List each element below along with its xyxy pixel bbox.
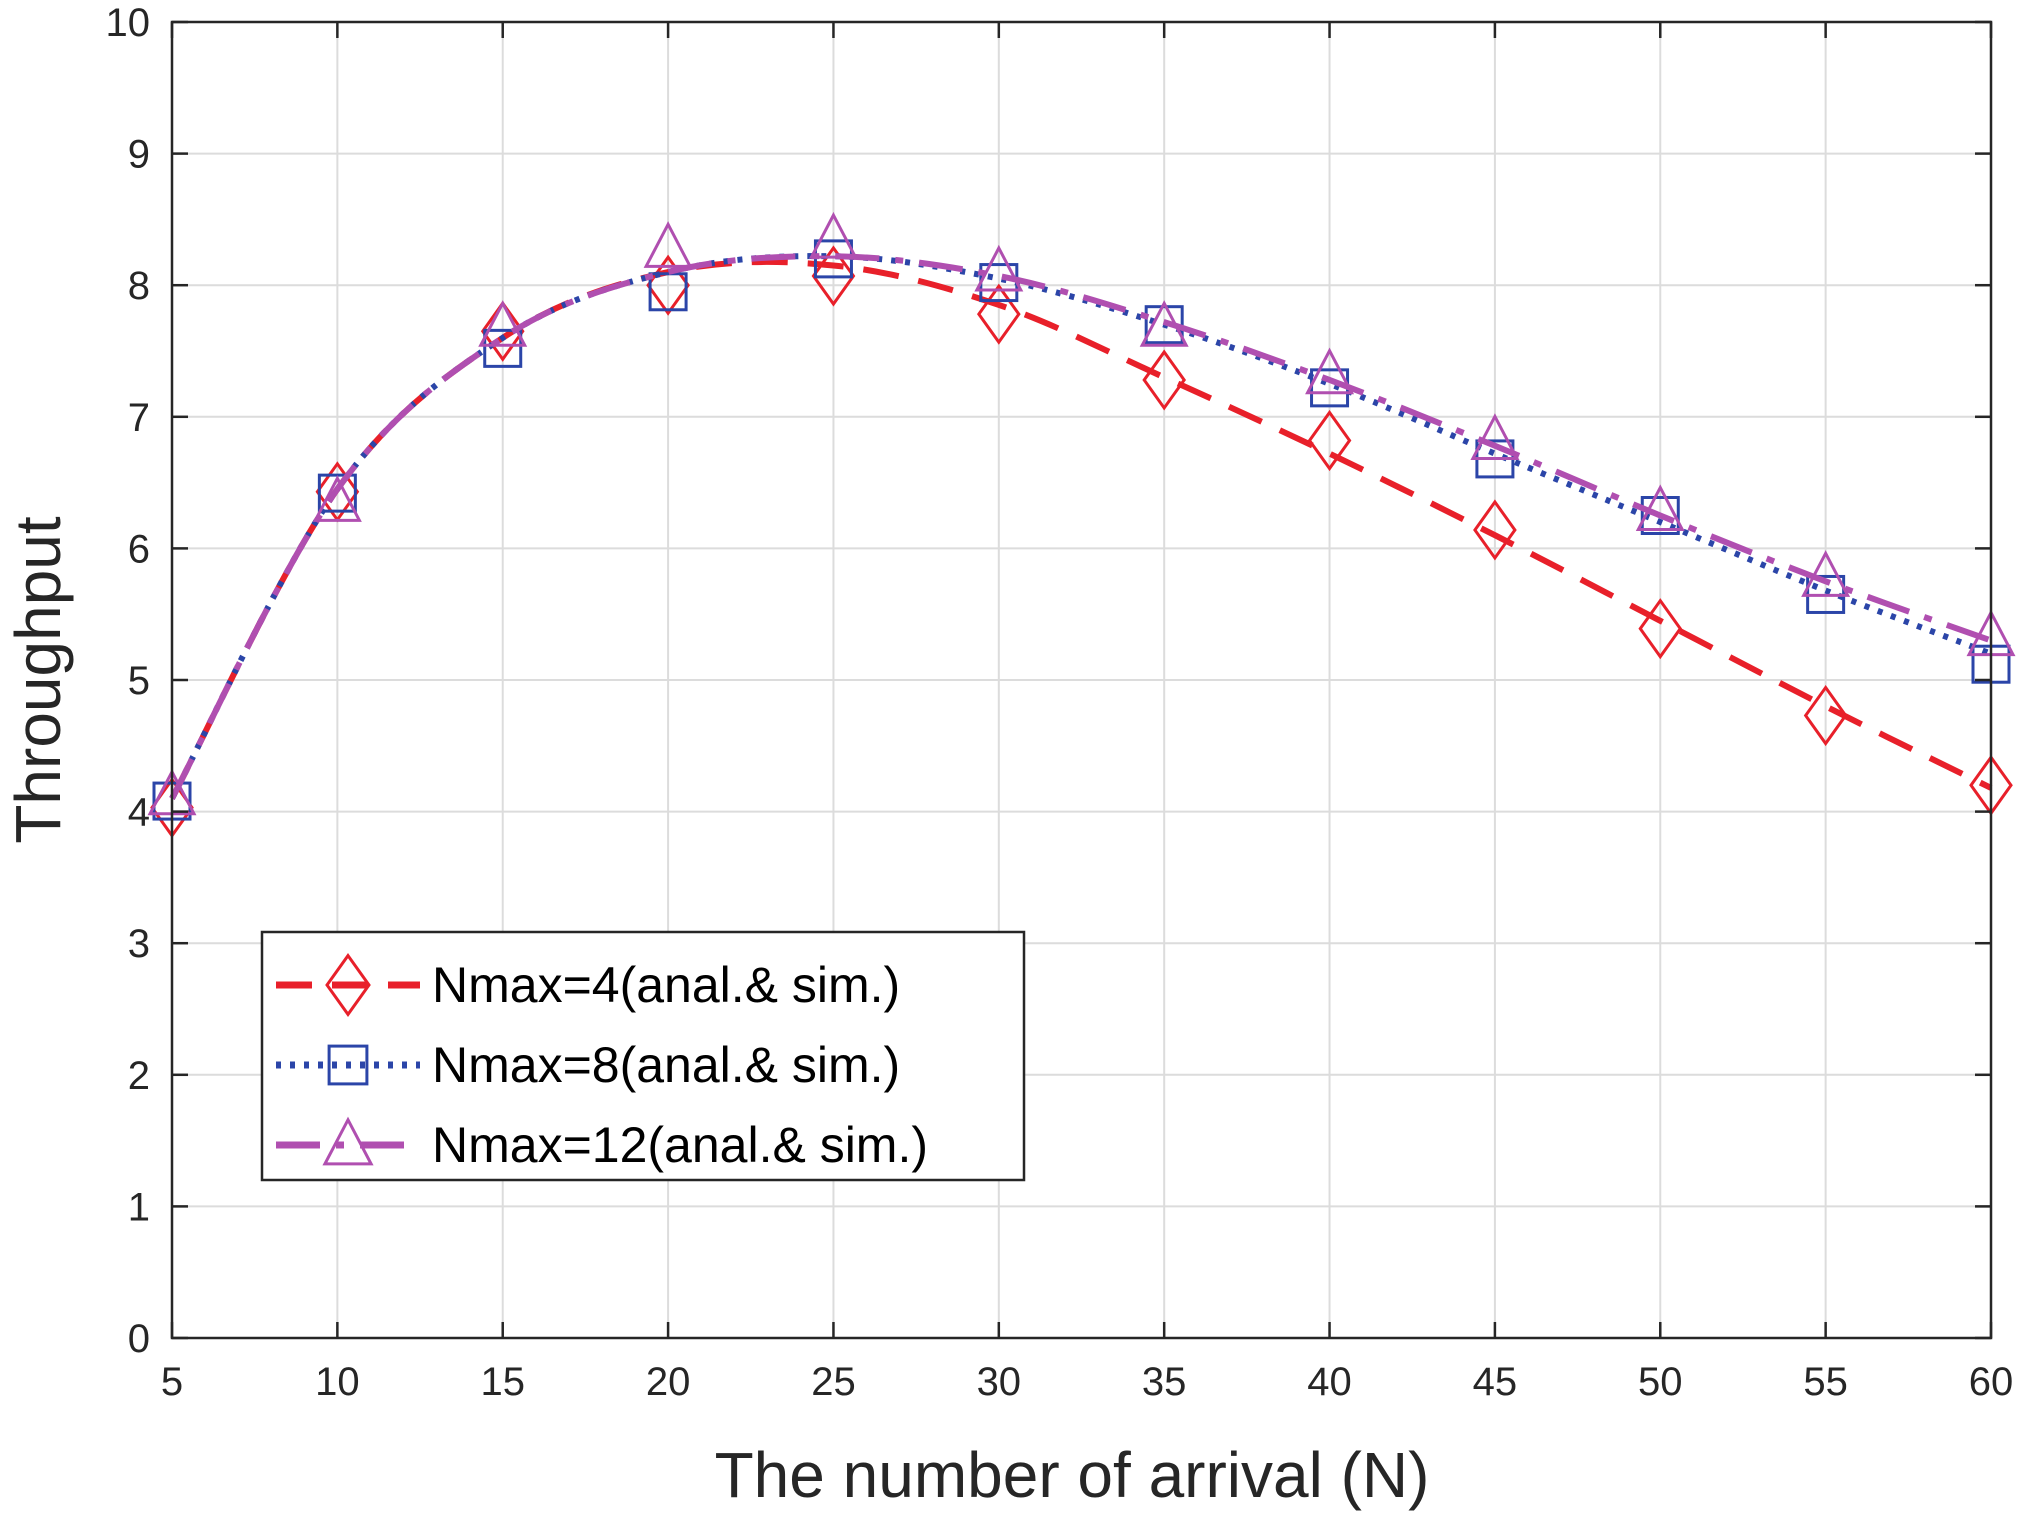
y-tick-label: 2 xyxy=(128,1054,150,1098)
x-tick-label: 40 xyxy=(1307,1360,1352,1404)
x-tick-labels: 5 10 15 20 25 30 35 40 45 50 55 60 xyxy=(161,1360,2013,1404)
data-point xyxy=(1801,550,1851,597)
x-tick-label: 45 xyxy=(1473,1360,1518,1404)
y-tick-label: 1 xyxy=(128,1185,150,1229)
x-tick-label: 10 xyxy=(315,1360,360,1404)
y-axis-label: Throughput xyxy=(2,516,74,844)
legend-item: Nmax=12(anal.& sim.) xyxy=(276,1116,928,1173)
y-tick-labels: 0 1 2 3 4 5 6 7 8 9 10 xyxy=(106,1,151,1361)
x-axis-label: The number of arrival (N) xyxy=(715,1439,1430,1511)
series-line xyxy=(169,253,1993,800)
y-tick-label: 6 xyxy=(128,527,150,571)
x-tick-label: 60 xyxy=(1969,1360,2014,1404)
y-tick-label: 9 xyxy=(128,133,150,177)
legend-item: Nmax=4(anal.& sim.) xyxy=(276,953,900,1017)
data-point xyxy=(1640,496,1680,535)
series-layer xyxy=(147,211,2016,839)
y-tick-label: 8 xyxy=(128,264,150,308)
data-point xyxy=(648,272,688,312)
data-point xyxy=(1635,484,1685,532)
y-tick-label: 0 xyxy=(128,1317,150,1361)
legend-label: Nmax=12(anal.& sim.) xyxy=(432,1117,928,1173)
legend-marker xyxy=(327,1044,369,1086)
data-point xyxy=(483,328,523,368)
data-point xyxy=(312,475,362,522)
data-point xyxy=(808,211,858,259)
x-tick-label: 25 xyxy=(811,1360,856,1404)
x-tick-label: 20 xyxy=(646,1360,691,1404)
data-point xyxy=(1139,300,1189,347)
y-tick-label: 7 xyxy=(128,396,150,440)
x-tick-label: 35 xyxy=(1142,1360,1187,1404)
x-tick-label: 15 xyxy=(480,1360,525,1404)
data-point xyxy=(480,300,525,362)
x-tick-label: 5 xyxy=(161,1360,183,1404)
data-point xyxy=(1307,409,1352,472)
data-point xyxy=(478,300,528,347)
data-point xyxy=(976,283,1021,345)
legend-box xyxy=(260,930,1026,1182)
data-point xyxy=(974,244,1024,292)
series-line xyxy=(169,253,1993,800)
x-tick-label: 55 xyxy=(1803,1360,1848,1404)
data-point xyxy=(1305,347,1355,395)
data-point xyxy=(1803,684,1848,747)
series-3 xyxy=(147,211,2016,816)
grid xyxy=(171,21,1992,1339)
y-tick-label: 4 xyxy=(128,791,150,835)
x-tick-label: 50 xyxy=(1638,1360,1683,1404)
data-point xyxy=(1473,499,1517,561)
y-tick-label: 5 xyxy=(128,659,150,703)
data-point xyxy=(811,245,856,307)
legend-marker xyxy=(325,953,371,1017)
legend-item: Nmax=8(anal.& sim.) xyxy=(276,1037,900,1093)
legend-label: Nmax=4(anal.& sim.) xyxy=(432,957,900,1013)
legend: Nmax=4(anal.& sim.) Nmax=8(anal.& sim.) Nm… xyxy=(260,930,1026,1182)
ticks xyxy=(170,20,1993,1340)
x-tick-label: 30 xyxy=(977,1360,1022,1404)
data-point xyxy=(1142,349,1187,411)
legend-marker xyxy=(322,1116,374,1166)
data-point xyxy=(643,221,693,268)
legend-label: Nmax=8(anal.& sim.) xyxy=(432,1037,900,1093)
data-point xyxy=(1638,598,1683,660)
data-point xyxy=(1470,413,1520,460)
y-tick-label: 3 xyxy=(128,922,150,966)
y-tick-label: 10 xyxy=(106,1,151,45)
data-point xyxy=(646,254,690,316)
